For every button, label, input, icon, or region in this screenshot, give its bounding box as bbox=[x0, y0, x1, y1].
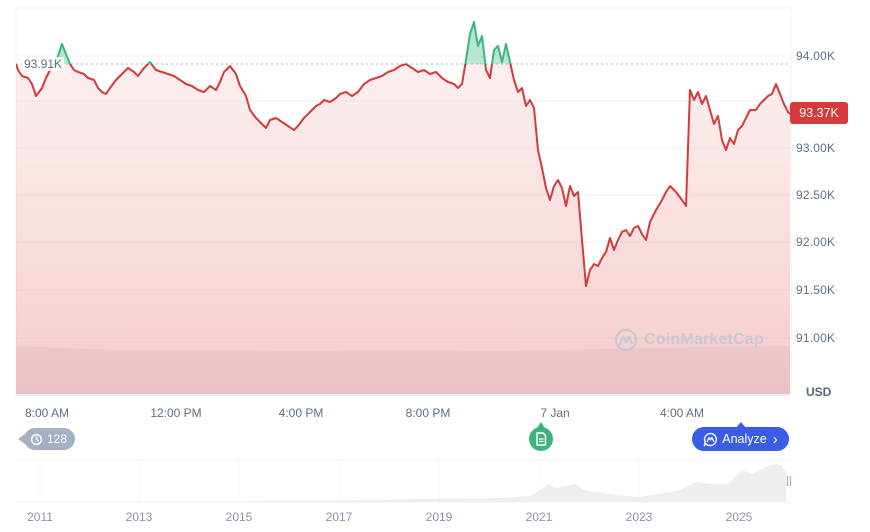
grip-icon bbox=[786, 476, 792, 486]
range-navigator[interactable] bbox=[16, 459, 791, 503]
history-clock-icon bbox=[30, 433, 43, 445]
navigator-year-label: 2025 bbox=[725, 510, 753, 524]
navigator-year-label: 2015 bbox=[225, 510, 253, 524]
chevron-right-icon: › bbox=[772, 430, 778, 448]
x-axis-label: 12:00 PM bbox=[150, 406, 202, 420]
navigator-year-label: 2019 bbox=[425, 510, 453, 524]
navigator-year-label: 2021 bbox=[525, 510, 553, 524]
navigator-year-label: 2011 bbox=[27, 510, 53, 524]
news-event-marker[interactable] bbox=[529, 422, 553, 451]
coinmarketcap-watermark: CoinMarketCap bbox=[614, 328, 764, 352]
reference-price-label: 93.91K bbox=[22, 57, 65, 71]
currency-label: USD bbox=[806, 385, 832, 399]
x-axis-label: 7 Jan bbox=[540, 406, 570, 420]
navigator-year-label: 2023 bbox=[625, 510, 653, 524]
analyze-label: Analyze bbox=[722, 432, 767, 446]
navigator-history-area bbox=[16, 464, 786, 502]
navigator-year-label: 2017 bbox=[325, 510, 353, 524]
watermark-text: CoinMarketCap bbox=[644, 331, 764, 348]
x-axis-label: 4:00 PM bbox=[278, 406, 324, 420]
current-price-badge: 93.37K bbox=[790, 102, 848, 124]
x-axis-label: 8:00 PM bbox=[405, 406, 451, 420]
analyze-chat-icon bbox=[703, 432, 718, 446]
x-axis-label: 8:00 AM bbox=[24, 406, 70, 420]
y-axis-label: 91.50K bbox=[796, 283, 836, 297]
y-axis-label: 92.00K bbox=[796, 235, 836, 249]
coinmarketcap-logo-icon bbox=[614, 328, 638, 352]
price-area-fill-down bbox=[16, 64, 790, 394]
y-axis-label: 94.00K bbox=[796, 49, 836, 63]
navigator-drag-handle[interactable] bbox=[786, 475, 792, 490]
history-count: 128 bbox=[47, 432, 68, 446]
y-axis-label: 93.00K bbox=[796, 141, 836, 155]
document-icon bbox=[536, 432, 547, 446]
y-axis-label: 92.50K bbox=[796, 188, 836, 202]
price-line[interactable] bbox=[16, 21, 791, 287]
navigator-year-label: 2013 bbox=[125, 510, 153, 524]
x-axis-label: 4:00 AM bbox=[659, 406, 705, 420]
analyze-button[interactable]: Analyze › bbox=[692, 422, 789, 451]
history-events-button[interactable]: 128 bbox=[17, 428, 76, 450]
y-axis-label: 91.00K bbox=[796, 331, 836, 345]
